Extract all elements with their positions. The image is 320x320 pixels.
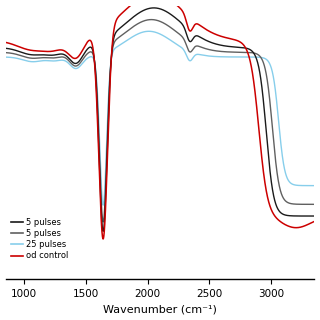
X-axis label: Wavenumber (cm⁻¹): Wavenumber (cm⁻¹) bbox=[103, 304, 217, 315]
Legend: 5 pulses, 5 pulses, 25 pulses, od control: 5 pulses, 5 pulses, 25 pulses, od contro… bbox=[10, 217, 69, 261]
